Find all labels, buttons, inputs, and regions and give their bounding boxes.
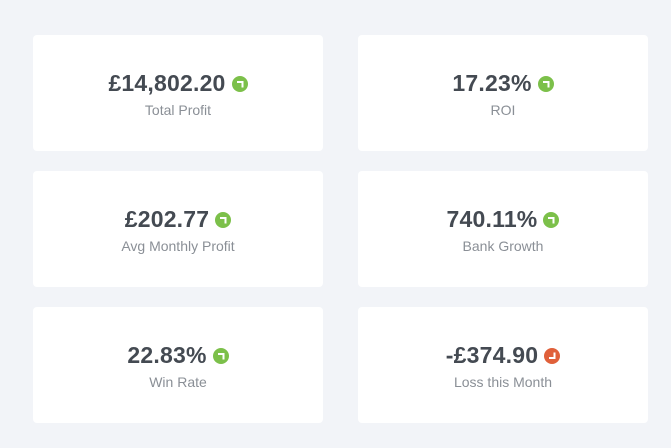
stat-value-row: -£374.90: [445, 341, 561, 371]
stat-card-bank-growth: 740.11% Bank Growth: [358, 171, 648, 287]
trend-up-icon: [215, 211, 232, 228]
stat-label: Total Profit: [144, 101, 212, 118]
trend-down-icon: [544, 347, 561, 364]
stat-value: 740.11%: [446, 206, 538, 232]
stat-value: £202.77: [124, 206, 210, 232]
stat-value-row: £202.77: [125, 205, 232, 235]
stat-card-loss-this-month: -£374.90 Loss this Month: [358, 307, 648, 423]
stat-value: £14,802.20: [108, 70, 226, 96]
stat-label: Avg Monthly Profit: [121, 237, 235, 254]
stat-label: Loss this Month: [453, 373, 553, 390]
stat-value-row: 22.83%: [127, 341, 229, 371]
stat-card-roi: 17.23% ROI: [358, 35, 648, 151]
trend-up-icon: [537, 75, 554, 92]
stat-label: Bank Growth: [462, 237, 544, 254]
stat-value-row: 17.23%: [452, 69, 554, 99]
stat-value-row: £14,802.20: [108, 69, 248, 99]
stat-label: ROI: [490, 101, 516, 118]
trend-up-icon: [543, 211, 560, 228]
stat-value: 17.23%: [452, 70, 532, 96]
stat-card-avg-monthly-profit: £202.77 Avg Monthly Profit: [33, 171, 323, 287]
stat-value: 22.83%: [127, 342, 207, 368]
stat-value-row: 740.11%: [447, 205, 560, 235]
trend-up-icon: [231, 75, 248, 92]
stat-label: Win Rate: [149, 373, 207, 390]
stat-value: -£374.90: [445, 342, 539, 368]
stat-card-total-profit: £14,802.20 Total Profit: [33, 35, 323, 151]
stat-card-win-rate: 22.83% Win Rate: [33, 307, 323, 423]
trend-up-icon: [212, 347, 229, 364]
